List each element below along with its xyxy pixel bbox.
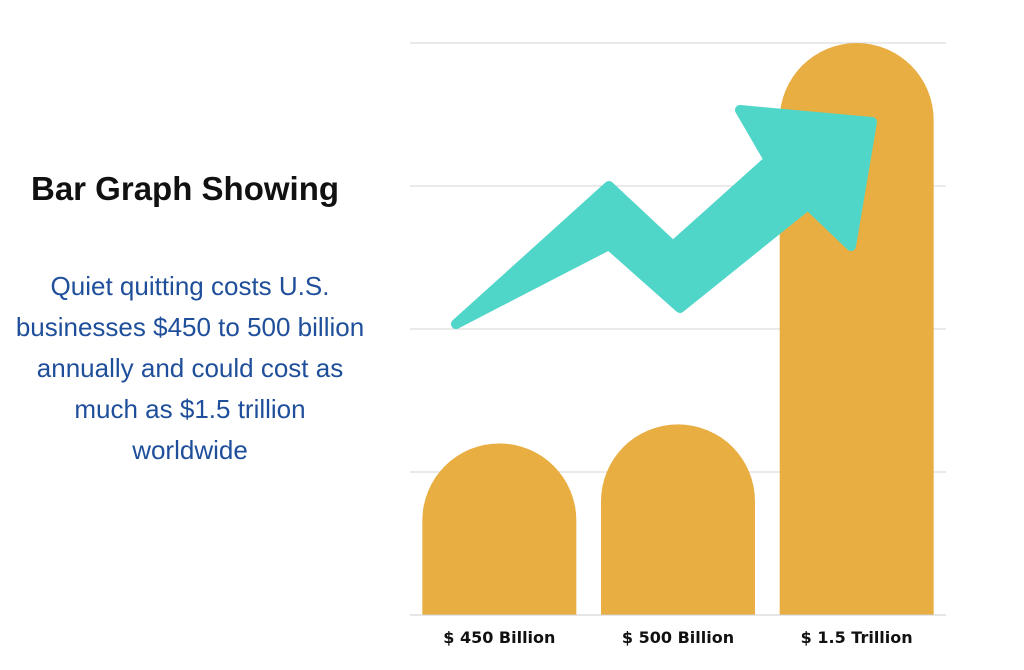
x-axis-labels: $ 450 Billion $ 500 Billion $ 1.5 Trillion: [443, 628, 912, 647]
bars: [422, 42, 934, 615]
trend-arrow-icon: [451, 105, 877, 329]
x-tick-label: $ 1.5 Trillion: [801, 628, 913, 647]
x-tick-label: $ 500 Billion: [622, 628, 734, 647]
chart-heading: Bar Graph Showing: [30, 170, 340, 207]
x-tick-label: $ 450 Billion: [443, 628, 555, 647]
bar: [601, 424, 755, 615]
bar: [422, 443, 577, 615]
chart-description: Quiet quitting costs U.S. businesses $45…: [15, 271, 365, 465]
